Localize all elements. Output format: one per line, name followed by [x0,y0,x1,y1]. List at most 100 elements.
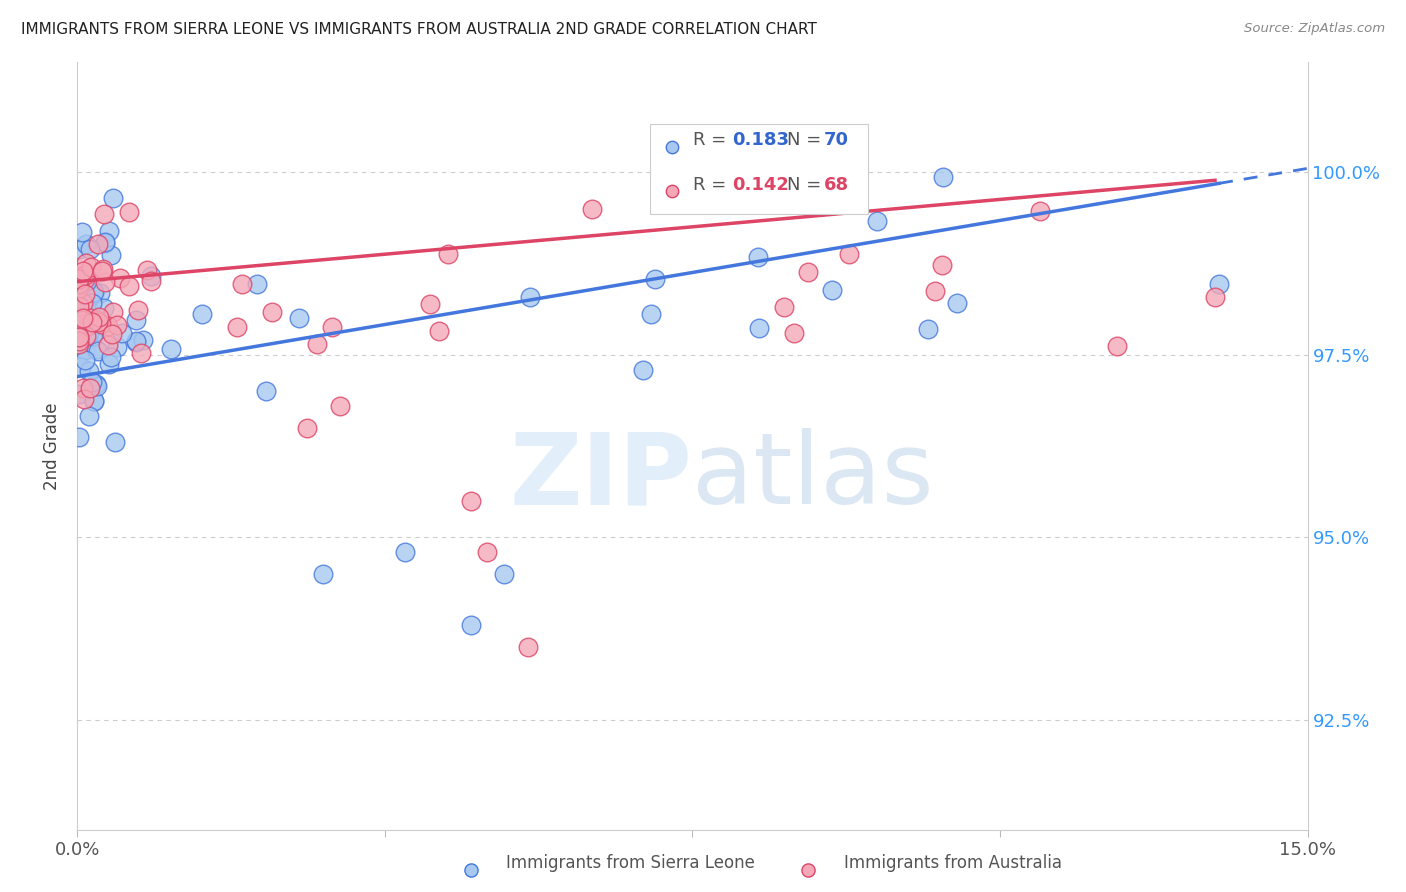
Point [75,329,97,343]
Point [67,330,90,344]
Point [97,338,120,352]
Point [75,256,97,270]
Point [747,250,769,264]
Point [83,285,105,300]
Point [139,268,162,283]
Point [67,387,90,401]
Point [231,277,253,291]
Point [581,202,603,216]
Point [70,360,93,375]
Point [460,863,482,877]
Text: Immigrants from Australia: Immigrants from Australia [844,855,1062,872]
Point [75,352,97,367]
Point [917,322,939,336]
Point [72,381,94,395]
Point [1029,203,1052,218]
Point [75,268,97,283]
Point [135,263,157,277]
Point [87,344,110,359]
Point [77,326,100,340]
Point [80,331,103,345]
Point [72,293,94,308]
Text: IMMIGRANTS FROM SIERRA LEONE VS IMMIGRANTS FROM AUSTRALIA 2ND GRADE CORRELATION : IMMIGRANTS FROM SIERRA LEONE VS IMMIGRAN… [21,22,817,37]
Point [329,399,352,413]
Point [83,394,105,409]
Point [67,330,90,344]
Point [86,376,108,391]
Point [477,545,499,559]
Point [295,421,318,435]
Point [125,334,148,348]
Point [394,545,416,559]
Point [254,384,277,399]
Point [821,283,844,297]
Point [246,277,269,292]
Point [67,334,90,348]
Point [77,409,100,424]
Point [87,236,110,251]
Point [1105,339,1128,353]
Point [67,272,90,286]
Point [79,242,101,256]
Point [125,334,148,349]
Point [519,290,541,304]
Text: R =: R = [693,176,727,194]
Point [105,318,128,332]
Point [797,265,820,279]
Point [72,296,94,310]
Point [67,347,90,361]
Point [644,272,666,286]
Point [73,301,96,315]
Point [97,224,120,238]
Point [67,299,90,313]
Point [105,340,128,354]
Point [460,493,482,508]
Point [103,191,125,205]
Point [82,376,104,390]
Text: 70: 70 [824,131,849,149]
Point [129,346,152,360]
Point [748,321,770,335]
Point [93,235,115,249]
Point [661,139,683,153]
Point [72,306,94,320]
Point [124,313,146,327]
Point [75,237,97,252]
Point [89,286,111,301]
Point [90,264,112,278]
Text: R =: R = [693,131,727,149]
Point [931,258,953,272]
Point [94,275,117,289]
Point [73,271,96,285]
Point [82,282,104,296]
Point [77,303,100,318]
Point [79,310,101,325]
Point [67,277,90,291]
Point [75,287,97,301]
Point [191,307,214,321]
Point [100,248,122,262]
Point [838,247,860,261]
Text: Immigrants from Sierra Leone: Immigrants from Sierra Leone [506,855,755,872]
Point [72,313,94,327]
Point [93,301,115,316]
Point [260,305,283,319]
Point [94,236,117,251]
Point [70,225,93,239]
Point [931,169,953,184]
Point [72,264,94,278]
Point [86,315,108,329]
Point [76,274,98,288]
Point [86,312,108,326]
Point [132,333,155,347]
Point [460,618,482,632]
Point [90,317,112,331]
Text: 0.183: 0.183 [733,131,790,149]
Point [436,247,458,261]
Point [80,315,103,329]
Point [77,318,100,333]
Point [866,214,889,228]
Point [82,329,104,343]
Point [97,318,120,333]
Point [1204,290,1226,304]
